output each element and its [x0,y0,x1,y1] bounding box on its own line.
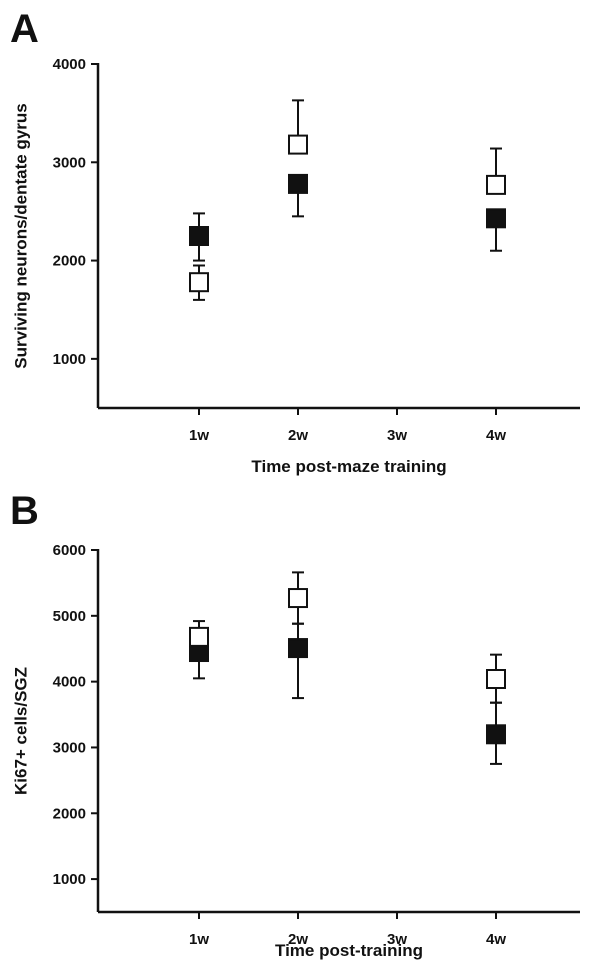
open-square-marker [288,588,308,609]
panel-b: B Ki67+ cells/SGZ Time post-training 100… [10,489,580,960]
x-tick-label: 2w [288,931,308,948]
panel-a: A Surviving neurons/dentate gyrus Time p… [10,7,580,476]
open-square-marker [189,626,209,647]
filled-square-marker [189,226,209,246]
y-tick-label: 3000 [53,154,86,171]
filled-square-marker [288,173,308,194]
filled-square-marker [486,724,506,745]
marks-a [189,99,506,301]
x-tick-label: 1w [189,427,209,444]
y-tick-label: 4000 [53,674,86,691]
y-tick-label: 1000 [53,351,86,368]
axes-b [96,549,580,914]
filled-square-marker [288,638,308,659]
y-tick-label: 6000 [53,542,86,559]
x-axis-title-b: Time post-training [275,941,423,960]
y-tick-label: 2000 [53,253,86,270]
open-square-marker [189,272,209,293]
marks-b [189,571,506,765]
x-tick-label: 1w [189,931,209,948]
y-tick-label: 3000 [53,739,86,756]
panel-letter-b: B [10,489,39,533]
filled-square-marker [486,208,506,229]
open-square-marker [288,134,308,155]
axes-a [96,63,580,410]
x-tick-label: 4w [486,427,506,444]
x-tick-label: 3w [387,427,407,444]
y-tick-label: 4000 [53,56,86,73]
ticks-b: 1000 2000 3000 4000 5000 6000 1w 2w 3w 4w [53,542,507,948]
panel-letter-a: A [10,7,39,51]
y-tick-label: 2000 [53,805,86,822]
y-axis-title-b: Ki67+ cells/SGZ [11,667,30,795]
ticks-a: 1000 2000 3000 4000 1w 2w 3w 4w [53,56,507,444]
x-tick-label: 3w [387,931,407,948]
x-axis-title-a: Time post-maze training [251,457,446,476]
y-tick-label: 1000 [53,871,86,888]
x-tick-label: 2w [288,427,308,444]
y-tick-label: 5000 [53,608,86,625]
open-square-marker [486,174,506,195]
open-square-marker [486,669,506,690]
y-axis-title-a: Surviving neurons/dentate gyrus [11,103,30,368]
x-tick-label: 4w [486,931,506,948]
